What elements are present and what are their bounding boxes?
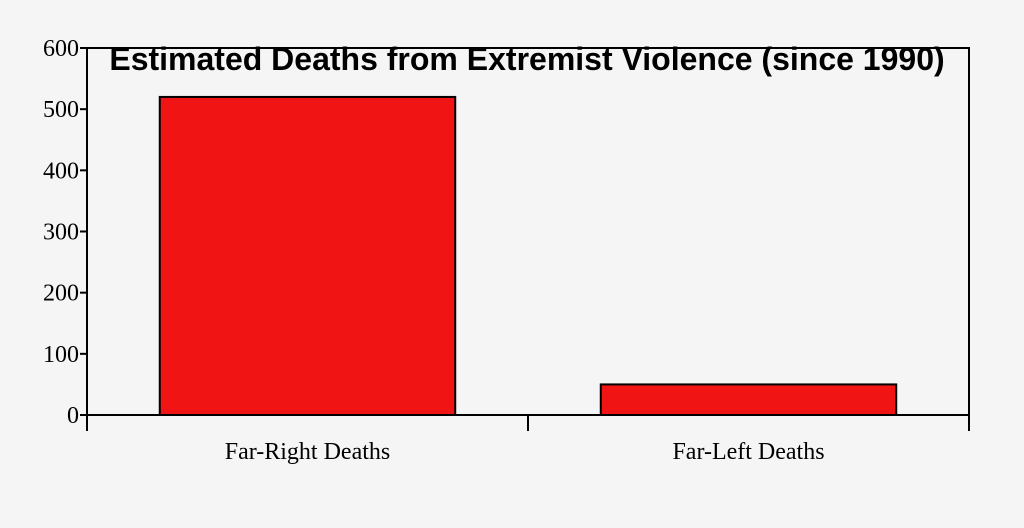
x-tick-label: Far-Right Deaths bbox=[225, 439, 391, 465]
y-axis: 0 100 200 300 400 500 600 bbox=[43, 36, 87, 429]
bar-1 bbox=[599, 383, 898, 416]
x-axis: Far-Right Deaths Far-Left Deaths bbox=[86, 415, 970, 465]
y-tick-label: 0 bbox=[67, 403, 79, 429]
y-tick-label: 200 bbox=[43, 281, 79, 307]
x-tick-label: Far-Left Deaths bbox=[672, 439, 824, 465]
y-tick-label: 300 bbox=[43, 220, 79, 246]
bars-layer bbox=[158, 95, 898, 417]
bar-0 bbox=[158, 95, 457, 417]
y-tick-label: 400 bbox=[43, 158, 79, 184]
y-tick-label: 500 bbox=[43, 97, 79, 123]
chart-title: Estimated Deaths from Extremist Violence… bbox=[109, 41, 944, 77]
y-tick-label: 600 bbox=[43, 36, 79, 62]
y-tick-label: 100 bbox=[43, 342, 79, 368]
